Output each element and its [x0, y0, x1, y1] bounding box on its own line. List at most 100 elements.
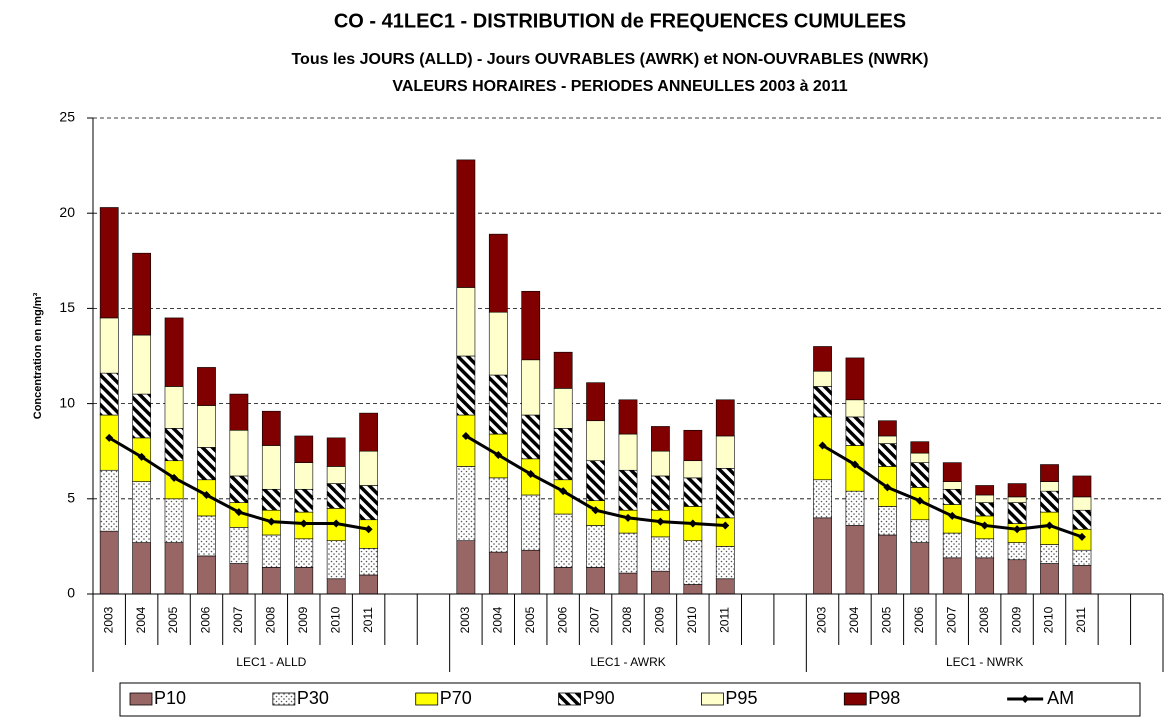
- bar-segment: [845, 399, 865, 418]
- bar-segment: [488, 311, 508, 376]
- bar-segment: [618, 469, 638, 511]
- bar-segment: [521, 549, 541, 595]
- bar-segment: [618, 433, 638, 471]
- line-marker: [202, 490, 211, 499]
- bar-segment: [1007, 502, 1027, 524]
- line-marker: [137, 452, 146, 461]
- bar-segment: [197, 405, 216, 448]
- bar-segment: [456, 466, 476, 541]
- bar-segment: [942, 488, 962, 505]
- x-tick-label: 2005: [166, 606, 180, 633]
- bar-segment: [910, 441, 930, 454]
- bar-segment: [975, 557, 995, 595]
- x-tick-label: 2005: [880, 606, 894, 633]
- bar-segment: [813, 370, 832, 387]
- x-tick-label: 2003: [458, 606, 472, 633]
- bar-segment: [229, 429, 249, 477]
- x-tick-label: 2010: [328, 606, 342, 633]
- bar-segment: [715, 546, 735, 580]
- bar-segment: [1040, 544, 1059, 564]
- bar-segment: [683, 429, 703, 462]
- bar-segment: [132, 542, 152, 595]
- bar-segment: [651, 426, 670, 452]
- bar-segment: [164, 428, 184, 462]
- line-marker: [234, 508, 243, 517]
- x-tick-label: 2011: [717, 607, 731, 633]
- bar-segment: [975, 485, 995, 496]
- x-tick-label: 2004: [134, 606, 148, 633]
- bar-segment: [618, 572, 638, 595]
- x-tick-label: 2008: [620, 606, 634, 633]
- bar-segment: [261, 410, 281, 446]
- bar-segment: [1040, 481, 1059, 492]
- legend-label: P98: [868, 688, 900, 708]
- line-marker: [948, 511, 957, 520]
- bar-segment: [683, 477, 703, 507]
- bar-segment: [326, 483, 346, 509]
- bar-segment: [261, 488, 281, 511]
- x-tick-label: 2010: [685, 606, 699, 633]
- bar-segment: [553, 428, 573, 481]
- bar-segment: [910, 542, 930, 595]
- line-marker: [1077, 532, 1086, 541]
- line-marker: [461, 431, 470, 440]
- bar-segment: [326, 578, 346, 595]
- bar-segment: [715, 578, 735, 595]
- line-marker: [299, 519, 308, 528]
- bar-segment: [488, 233, 508, 313]
- line-marker: [170, 473, 179, 482]
- line-marker: [105, 433, 114, 442]
- bar-segment: [132, 393, 152, 439]
- bar-segment: [942, 481, 962, 490]
- bar-segment: [261, 567, 281, 595]
- bar-segment: [813, 386, 832, 418]
- legend-swatch: [701, 692, 724, 706]
- x-tick-label: 2005: [523, 606, 537, 633]
- bar-segment: [456, 287, 476, 357]
- bar-segment: [229, 527, 249, 564]
- bar-segment: [651, 570, 670, 595]
- bar-segment: [326, 540, 346, 580]
- group-label: LEC1 - AWRK: [590, 655, 666, 669]
- bar-segment: [359, 548, 378, 576]
- bar-segment: [942, 532, 962, 559]
- bar-segment: [132, 252, 152, 336]
- x-tick-label: 2003: [815, 606, 829, 633]
- group-label: LEC1 - ALLD: [236, 655, 306, 669]
- line-marker: [526, 470, 535, 479]
- bar-segment: [586, 567, 605, 595]
- bar-segment: [1072, 565, 1092, 595]
- chart-subtitle: VALEURS HORAIRES - PERIODES ANNEULLES 20…: [392, 78, 847, 95]
- bar-segment: [586, 460, 605, 502]
- y-tick-label: 5: [67, 490, 75, 506]
- bar-segment: [878, 435, 897, 444]
- bar-segment: [326, 466, 346, 484]
- line-marker: [591, 506, 600, 515]
- line-marker: [332, 519, 341, 528]
- x-tick-label: 2011: [1074, 607, 1088, 633]
- bar-segment: [294, 488, 314, 513]
- bar-segment: [164, 386, 184, 429]
- bar-segment: [132, 481, 152, 543]
- bar-segment: [910, 462, 930, 488]
- bar-segment: [294, 538, 314, 568]
- bar-segment: [715, 399, 735, 437]
- bar-segment: [1007, 559, 1027, 595]
- bar-segment: [359, 519, 378, 549]
- bar-segment: [229, 393, 249, 431]
- y-tick-label: 25: [59, 109, 75, 125]
- bar-segment: [715, 435, 735, 469]
- bar-segment: [99, 530, 119, 595]
- x-tick-label: 2006: [199, 606, 213, 633]
- line-marker: [980, 521, 989, 530]
- bar-segment: [553, 351, 573, 389]
- x-tick-label: 2006: [912, 606, 926, 633]
- bar-segment: [683, 460, 703, 479]
- y-axis-label: Concentration en mg/m³: [32, 292, 44, 419]
- x-tick-label: 2004: [490, 606, 504, 633]
- bar-segment: [197, 515, 216, 557]
- line-marker: [688, 519, 697, 528]
- x-tick-label: 2009: [1009, 606, 1023, 633]
- line-marker: [1045, 521, 1054, 530]
- bar-segment: [942, 557, 962, 595]
